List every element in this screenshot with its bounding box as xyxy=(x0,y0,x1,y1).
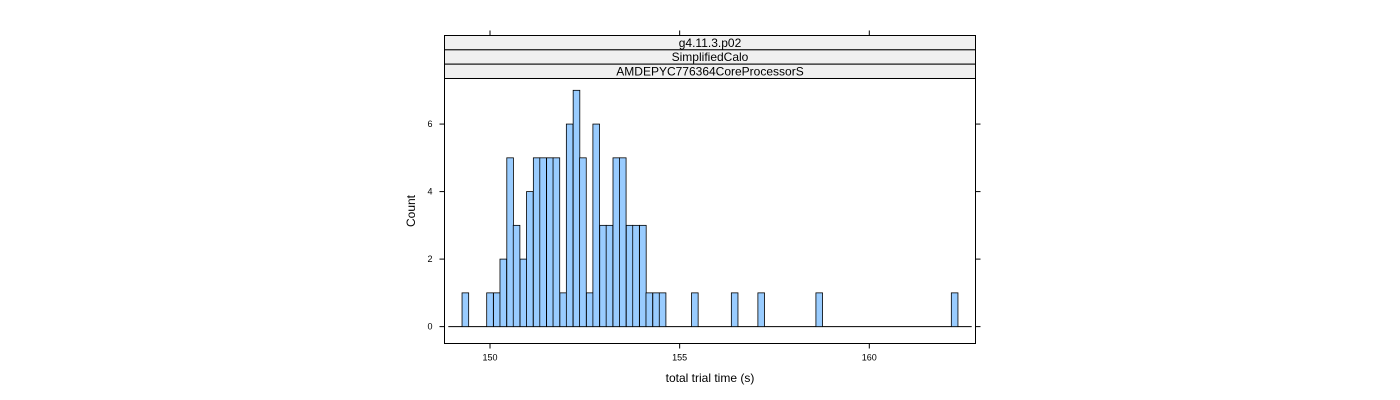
histogram-bar xyxy=(559,292,567,328)
histogram-bar xyxy=(691,292,699,328)
y-tick-label: 2 xyxy=(427,254,432,264)
y-tick-label: 6 xyxy=(427,119,432,129)
histogram-bar xyxy=(645,292,654,328)
histogram-bar xyxy=(652,292,660,328)
strip-panel: g4.11.3.p02SimplifiedCaloAMDEPYC776364Co… xyxy=(444,35,976,79)
histogram-bar xyxy=(486,292,494,328)
y-tick-label: 4 xyxy=(427,187,432,197)
histogram-bar xyxy=(579,157,587,328)
histogram-bar xyxy=(546,157,554,328)
histogram-bars xyxy=(461,89,959,328)
histogram-bar xyxy=(539,157,547,328)
histogram-bar xyxy=(565,123,574,328)
histogram-bar xyxy=(526,191,534,328)
histogram-bar xyxy=(506,157,514,328)
histogram-bar xyxy=(499,258,508,328)
x-axis: 150 155 160 xyxy=(482,30,877,363)
y-axis-title: Count xyxy=(404,194,418,227)
x-tick-label: 150 xyxy=(482,353,497,363)
histogram-bar xyxy=(512,224,521,328)
histogram-bar xyxy=(815,292,823,328)
histogram-bar xyxy=(757,292,765,328)
histogram-bar xyxy=(639,224,647,328)
histogram-bar xyxy=(572,89,581,328)
histogram-bar xyxy=(532,157,541,328)
histogram-bar xyxy=(730,292,739,328)
histogram-bar xyxy=(632,224,640,328)
histogram-bar xyxy=(625,224,634,328)
histogram-bar xyxy=(519,258,528,328)
histogram-bar xyxy=(658,292,667,328)
x-tick-label: 155 xyxy=(672,353,687,363)
histogram-bar xyxy=(586,292,594,328)
histogram-bar xyxy=(461,292,470,328)
strip-label-0: g4.11.3.p02 xyxy=(679,36,742,50)
x-axis-title: total trial time (s) xyxy=(666,371,755,385)
histogram-bar xyxy=(493,292,501,328)
strip-label-2: AMDEPYC776364CoreProcessorS xyxy=(616,64,803,78)
histogram-bar xyxy=(599,224,607,328)
histogram-bar xyxy=(592,123,600,328)
y-axis: 0 2 4 6 xyxy=(427,119,981,332)
strip-label-1: SimplifiedCalo xyxy=(672,50,749,64)
histogram-bar xyxy=(605,224,614,328)
histogram-bar xyxy=(619,157,627,328)
histogram-bar xyxy=(950,292,959,328)
y-tick-label: 0 xyxy=(427,322,432,332)
histogram-bar xyxy=(612,157,621,328)
histogram-bar xyxy=(552,157,561,328)
plot-panel xyxy=(444,78,976,344)
x-tick-label: 160 xyxy=(862,353,877,363)
